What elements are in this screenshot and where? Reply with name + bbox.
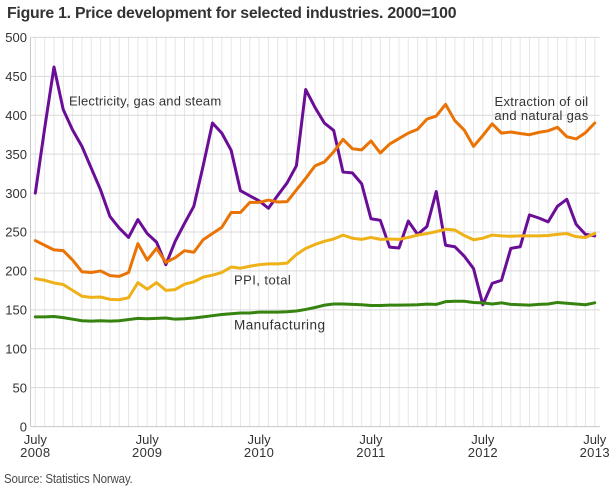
svg-text:350: 350 xyxy=(5,147,27,162)
svg-text:200: 200 xyxy=(5,264,27,279)
svg-text:500: 500 xyxy=(5,30,27,45)
svg-text:300: 300 xyxy=(5,186,27,201)
svg-text:100: 100 xyxy=(5,342,27,357)
svg-text:150: 150 xyxy=(5,303,27,318)
svg-text:0: 0 xyxy=(20,419,27,434)
svg-text:50: 50 xyxy=(13,380,27,395)
svg-text:Electricity, gas and steam: Electricity, gas and steam xyxy=(69,94,221,109)
svg-text:Manufacturing: Manufacturing xyxy=(234,317,325,332)
svg-text:400: 400 xyxy=(5,108,27,123)
svg-text:450: 450 xyxy=(5,69,27,84)
svg-text:PPI, total: PPI, total xyxy=(234,273,291,288)
svg-text:250: 250 xyxy=(5,225,27,240)
